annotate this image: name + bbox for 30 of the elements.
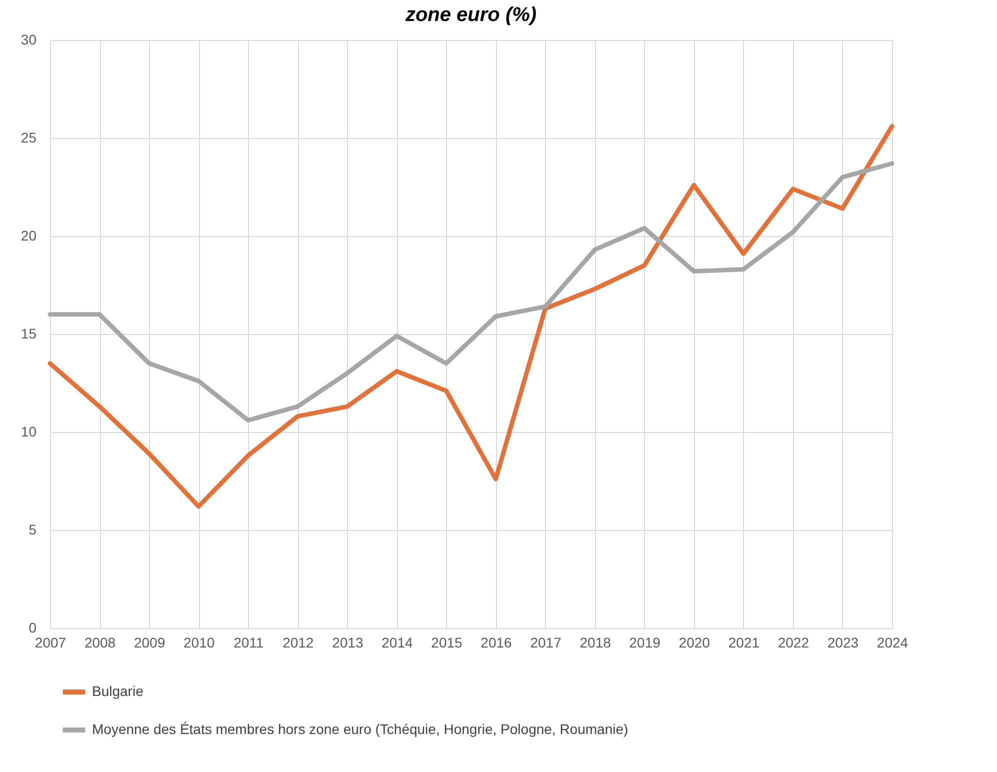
y-tick-label: 25 bbox=[20, 130, 37, 146]
x-tick-label: 2023 bbox=[827, 634, 859, 650]
x-tick-label: 2011 bbox=[234, 634, 264, 650]
y-tick-label: 30 bbox=[20, 32, 37, 48]
x-tick-label: 2012 bbox=[282, 634, 314, 650]
x-tick-label: 2008 bbox=[84, 634, 116, 650]
x-tick-label: 2017 bbox=[530, 634, 562, 650]
y-tick-label: 5 bbox=[28, 522, 37, 538]
chart-title: zone euro (%) bbox=[404, 4, 537, 26]
x-tick-label: 2020 bbox=[678, 634, 710, 650]
x-tick-label: 2014 bbox=[382, 634, 413, 650]
line-series bbox=[48, 161, 894, 422]
x-tick-label: 2022 bbox=[778, 634, 810, 650]
x-tick-label: 2010 bbox=[184, 634, 215, 650]
legend-label: Moyenne des États membres hors zone euro (Tchéquie, Hongrie, Pologne, Roumanie) bbox=[92, 721, 628, 737]
x-tick-label: 2021 bbox=[728, 634, 760, 650]
y-tick-label: 20 bbox=[20, 228, 37, 244]
x-tick-label: 2019 bbox=[629, 634, 661, 650]
y-tick-label: 15 bbox=[20, 326, 37, 342]
x-tick-label: 2013 bbox=[332, 634, 364, 650]
x-tick-label: 2009 bbox=[134, 634, 166, 650]
y-tick-label: 10 bbox=[20, 424, 37, 440]
x-tick-label: 2015 bbox=[431, 634, 463, 650]
x-tick-label: 2016 bbox=[480, 634, 512, 650]
y-tick-label: 0 bbox=[28, 620, 37, 636]
line-series bbox=[48, 124, 894, 509]
legend-label: Bulgarie bbox=[92, 683, 144, 699]
x-tick-label: 2018 bbox=[580, 634, 612, 650]
x-tick-label: 2007 bbox=[34, 634, 66, 650]
x-tick-label: 2024 bbox=[876, 634, 908, 650]
